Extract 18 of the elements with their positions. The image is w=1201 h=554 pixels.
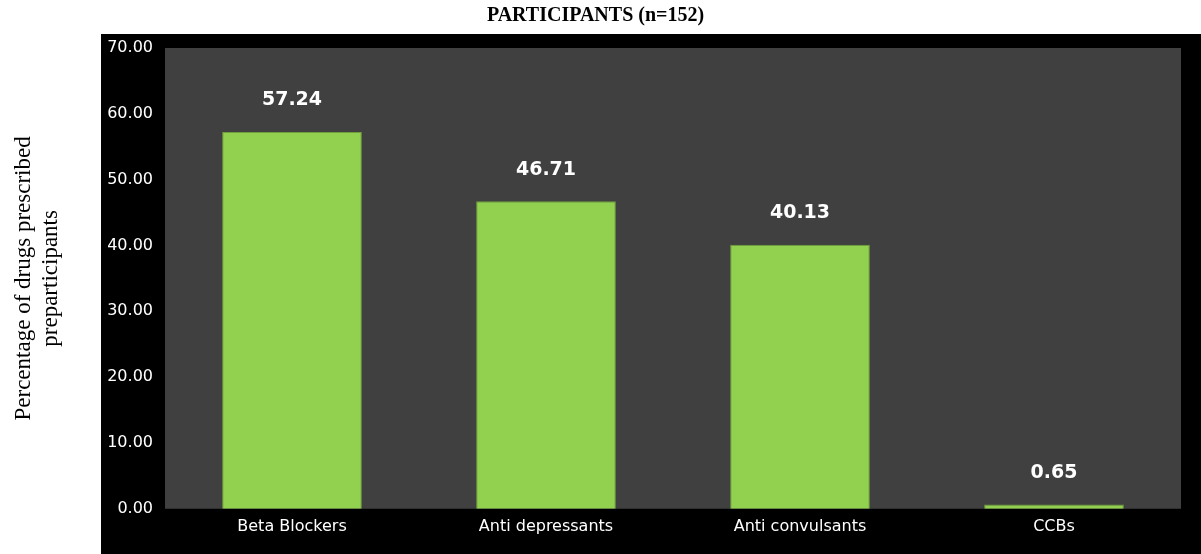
y-tick-label: 40.00 xyxy=(107,234,153,254)
data-label: 0.65 xyxy=(1030,459,1078,482)
data-label: 40.13 xyxy=(769,200,831,223)
x-tick-label: Anti convulsants xyxy=(733,515,867,535)
x-tick-label: Anti depressants xyxy=(478,515,614,535)
data-label: 46.71 xyxy=(515,156,577,179)
y-tick-label: 10.00 xyxy=(107,432,153,452)
x-tick-label: Beta Blockers xyxy=(237,515,347,535)
x-tick-label: CCBs xyxy=(1033,515,1075,535)
y-tick-label: 60.00 xyxy=(107,102,153,122)
y-tick-label: 20.00 xyxy=(107,366,153,386)
y-tick-label: 50.00 xyxy=(107,168,153,188)
y-tick-label: 0.00 xyxy=(117,497,153,517)
y-axis-title: Percentage of drugs prescribed preparticipants xyxy=(9,135,63,421)
y-tick-label: 30.00 xyxy=(107,300,153,320)
chart-title: PARTICIPANTS (n=152) xyxy=(486,3,705,27)
data-label: 57.24 xyxy=(261,87,323,110)
y-tick-label: 70.00 xyxy=(107,37,153,57)
